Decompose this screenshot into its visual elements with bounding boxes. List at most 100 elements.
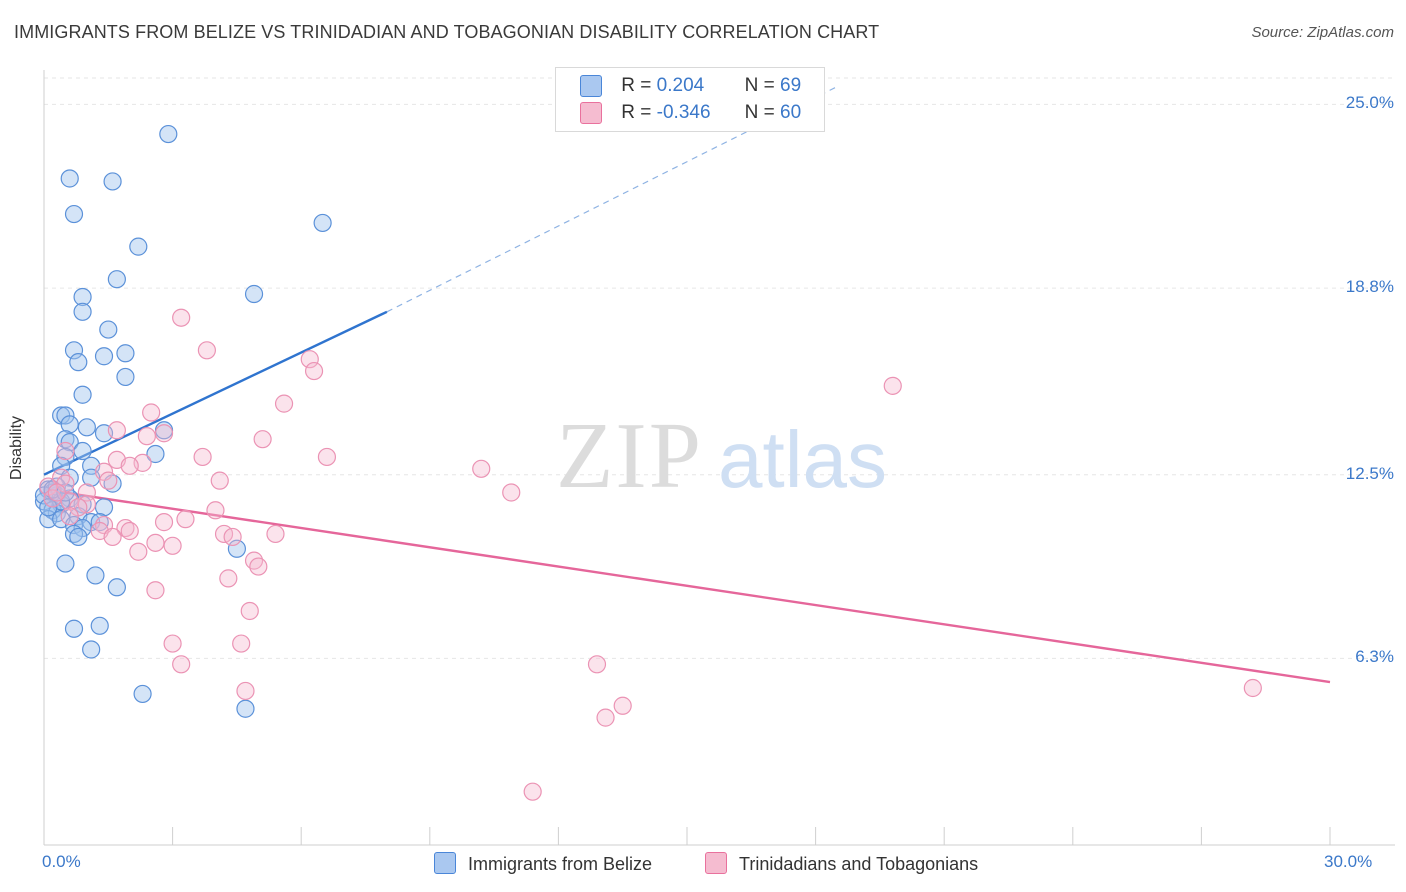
series-swatch-pink [705, 852, 727, 874]
point-belize [244, 284, 264, 304]
data-points [34, 124, 1262, 801]
point-belize [60, 169, 79, 188]
point-trinidad [219, 569, 238, 588]
series-swatch-blue [434, 852, 456, 874]
point-trinidad [137, 427, 156, 446]
chart-source: Source: ZipAtlas.com [1251, 24, 1394, 41]
point-trinidad [129, 542, 148, 561]
point-belize [116, 344, 135, 363]
y-tick-label: 25.0% [1345, 93, 1394, 113]
point-trinidad [56, 441, 75, 461]
legend-r-value: -0.346 [656, 102, 711, 124]
y-tick-label: 6.3% [1355, 647, 1394, 667]
point-trinidad [300, 350, 319, 369]
point-trinidad [60, 507, 79, 526]
legend-n-label: N = [744, 102, 781, 124]
point-trinidad [274, 394, 294, 413]
legend-n-value: 60 [780, 102, 802, 124]
chart-title: IMMIGRANTS FROM BELIZE VS TRINIDADIAN AN… [14, 22, 880, 42]
legend-n-value: 69 [780, 75, 802, 97]
point-trinidad [154, 513, 174, 532]
point-trinidad [47, 483, 66, 502]
y-axis-label: Disability [8, 415, 25, 480]
point-trinidad [172, 308, 191, 327]
point-belize [77, 418, 96, 437]
y-tick-label: 12.5% [1345, 463, 1394, 483]
point-belize [69, 353, 88, 372]
watermark-atlas: atlas [718, 415, 887, 504]
point-trinidad [317, 447, 337, 467]
point-belize [60, 415, 79, 434]
point-belize [60, 433, 79, 452]
point-trinidad [883, 376, 902, 395]
point-trinidad [523, 782, 542, 801]
x-tick-label-min: 0.0% [42, 852, 81, 871]
legend-swatch-pink [580, 102, 602, 124]
point-belize [236, 699, 255, 718]
point-trinidad [176, 510, 195, 529]
legend-r-value: 0.204 [656, 75, 705, 97]
point-belize [94, 498, 114, 517]
legend-swatch-blue [580, 75, 602, 97]
point-belize [64, 341, 84, 360]
point-belize [82, 640, 101, 659]
point-belize [56, 447, 75, 467]
point-trinidad [163, 536, 182, 555]
point-trinidad [146, 533, 165, 552]
point-belize [39, 498, 58, 517]
point-trinidad [596, 708, 615, 727]
point-belize [64, 204, 84, 224]
series-legend-trinidad: Trinidadians and Tobagonians [705, 852, 978, 875]
point-belize [90, 616, 109, 635]
point-belize [94, 347, 114, 366]
point-trinidad [223, 527, 242, 547]
point-belize [99, 320, 118, 339]
point-belize [86, 566, 105, 585]
point-belize [64, 619, 84, 638]
legend-r-label: R = [621, 102, 657, 124]
point-trinidad [206, 501, 225, 520]
point-trinidad [94, 462, 114, 481]
point-trinidad [163, 634, 182, 653]
point-trinidad [236, 681, 255, 701]
point-belize [129, 237, 148, 256]
trend-line-trinidad [43, 488, 1331, 684]
point-trinidad [472, 459, 491, 478]
point-belize [69, 527, 88, 547]
legend-row-trinidad: R = -0.346 N = 60 [580, 102, 801, 126]
point-trinidad [154, 424, 174, 443]
series-name-trinidad: Trinidadians and Tobagonians [739, 854, 979, 874]
point-trinidad [266, 524, 285, 544]
point-trinidad [587, 655, 607, 674]
point-belize [73, 385, 92, 404]
point-trinidad [232, 634, 251, 653]
point-belize [73, 287, 92, 307]
point-trinidad [172, 655, 191, 674]
x-tick-label-max: 30.0% [1324, 852, 1373, 871]
point-trinidad [210, 471, 229, 490]
point-belize [313, 213, 332, 233]
point-belize [103, 172, 122, 191]
trend-lines [43, 86, 1331, 684]
point-trinidad [193, 447, 212, 467]
point-trinidad [146, 581, 165, 600]
point-trinidad [240, 601, 259, 621]
point-belize [56, 554, 75, 573]
point-belize [73, 302, 92, 321]
trend-line-belize [43, 310, 388, 476]
point-trinidad [197, 341, 216, 360]
point-trinidad [120, 521, 139, 541]
point-trinidad [613, 696, 632, 715]
series-legend-belize: Immigrants from Belize [434, 852, 652, 875]
point-trinidad [142, 403, 161, 422]
point-trinidad [253, 430, 272, 449]
point-belize [56, 406, 75, 425]
series-name-belize: Immigrants from Belize [468, 854, 653, 874]
point-belize [107, 270, 126, 289]
point-trinidad [502, 483, 521, 502]
point-belize [227, 539, 246, 558]
point-trinidad [120, 456, 139, 475]
correlation-legend: R = 0.204 N = 69 R = -0.346 N = 60 [555, 67, 825, 132]
point-belize [116, 367, 135, 387]
